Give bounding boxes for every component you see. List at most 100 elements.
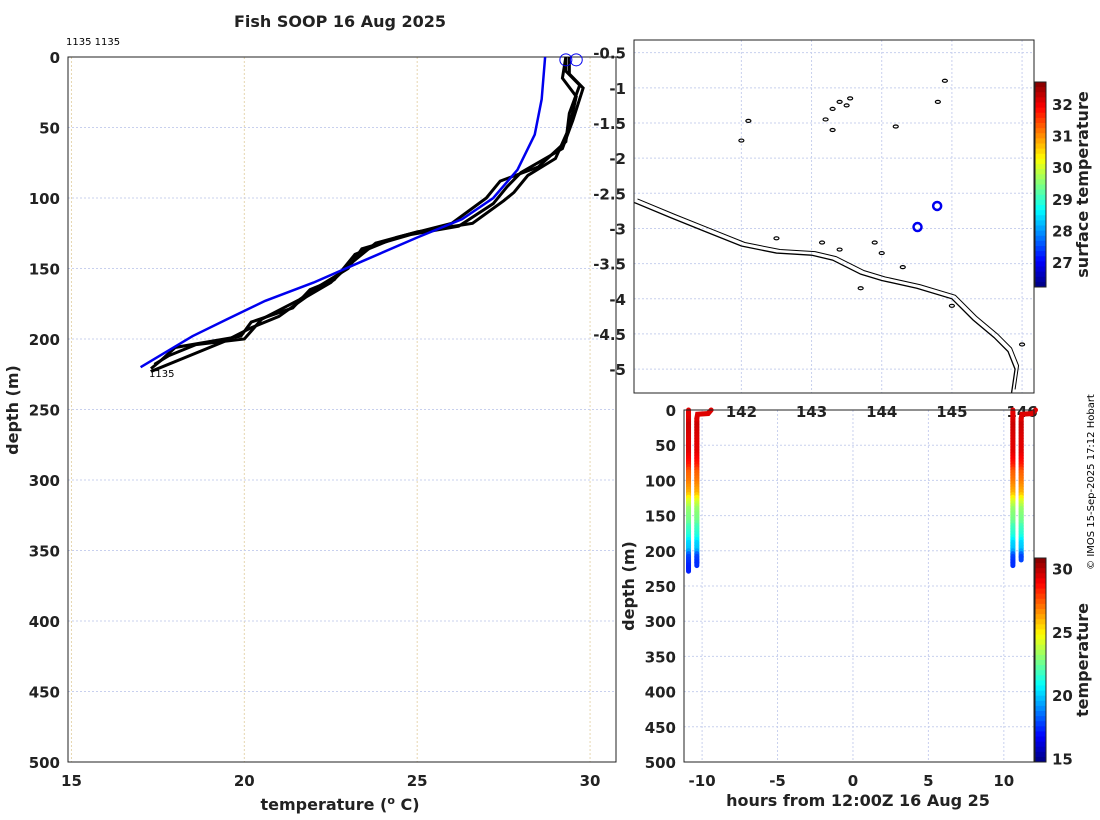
y-tick-label: 450 — [645, 719, 676, 737]
colorbar-segment — [1035, 230, 1046, 237]
colorbar-segment — [1035, 711, 1046, 717]
colorbar-segment — [1035, 189, 1046, 196]
colorbar-segment — [1035, 665, 1046, 671]
island — [773, 236, 780, 241]
colorbar-tick-label: 27 — [1052, 254, 1073, 272]
y-tick-label: 500 — [645, 754, 676, 772]
colorbar-label: temperature — [1073, 603, 1092, 717]
colorbar-segment — [1035, 256, 1046, 262]
island — [857, 286, 864, 291]
x-tick-label: 25 — [407, 772, 428, 790]
island — [738, 138, 745, 143]
x-tick-label: 20 — [234, 772, 255, 790]
colorbar-frame — [1034, 557, 1047, 763]
colorbar-segment — [1035, 654, 1046, 661]
y-tick-label: 250 — [645, 578, 676, 596]
colorbar-segment — [1035, 123, 1046, 129]
corner-label: 1135 1135 — [66, 37, 120, 48]
colorbar-tick-label: 20 — [1052, 687, 1073, 705]
colorbar-segment — [1035, 112, 1046, 119]
y-tick-label: 200 — [29, 331, 60, 349]
surface-marker — [569, 53, 583, 67]
island — [878, 250, 885, 256]
y-tick-label: 0 — [666, 402, 676, 420]
y-tick-label: 350 — [29, 543, 60, 561]
colorbar-segment — [1035, 246, 1046, 252]
island — [843, 103, 850, 108]
y-tick-label: -0.5 — [593, 45, 626, 63]
coastline-inner — [637, 198, 1020, 390]
colorbar-segment — [1035, 685, 1046, 692]
x-tick-label: 145 — [936, 403, 967, 421]
chart-title: Fish SOOP 16 Aug 2025 — [234, 12, 446, 31]
colorbar-segment — [1035, 568, 1046, 574]
y-tick-label: 50 — [655, 437, 676, 455]
island — [847, 96, 854, 101]
colorbar-segment — [1035, 721, 1046, 727]
colorbar-segment — [1035, 649, 1046, 656]
island — [941, 78, 948, 83]
y-tick-label: 250 — [29, 402, 60, 420]
colorbar-segment — [1035, 690, 1046, 697]
colorbar-segment — [1035, 153, 1046, 160]
island — [829, 127, 836, 133]
colorbar-segment — [1035, 271, 1046, 278]
y-tick-label: 500 — [29, 754, 60, 772]
x-tick-label: 0 — [848, 772, 858, 790]
colorbar-segment — [1035, 87, 1046, 93]
x-tick-label: 144 — [866, 403, 897, 421]
map-frame — [633, 39, 1035, 394]
colorbar-segment — [1035, 629, 1046, 635]
y-axis-label: depth (m) — [619, 541, 638, 631]
colorbar-segment — [1035, 746, 1046, 753]
colorbar-segment — [1035, 716, 1046, 722]
colorbar-segment — [1035, 639, 1046, 646]
copyright-credit: © IMOS 15-Sep-2025 17:12 Hobart — [1086, 394, 1097, 570]
plot-frame — [683, 409, 1035, 763]
x-axis-label: hours from 12:00Z 16 Aug 25 — [726, 791, 990, 810]
y-tick-label: -5 — [609, 361, 626, 379]
y-axis-label: depth (m) — [3, 365, 22, 455]
plot-frame — [67, 56, 617, 763]
colorbar-segment — [1035, 670, 1046, 676]
x-axis-label-part: C) — [395, 795, 420, 814]
colorbar-segment — [1035, 593, 1046, 600]
colorbar-tick-label: 32 — [1052, 96, 1073, 114]
y-tick-label: 300 — [645, 613, 676, 631]
y-tick-label: 150 — [645, 508, 676, 526]
colorbar-segment — [1035, 210, 1046, 216]
y-tick-label: 200 — [645, 543, 676, 561]
colorbar-segment — [1035, 634, 1046, 641]
colorbar-segment — [1035, 609, 1046, 615]
colorbar-segment — [1035, 751, 1046, 758]
x-axis-label-part: temperature ( — [260, 795, 387, 814]
island — [1018, 342, 1026, 347]
island — [745, 118, 752, 123]
colorbar-segment — [1035, 240, 1046, 247]
y-tick-label: -3 — [609, 220, 626, 238]
island — [871, 240, 878, 245]
x-tick-label: 142 — [726, 403, 757, 421]
y-tick-label: -3.5 — [593, 256, 626, 274]
colorbar-segment — [1035, 573, 1046, 579]
colorbar-segment — [1035, 82, 1046, 88]
x-axis-label-part: o — [387, 794, 395, 807]
y-tick-label: 100 — [29, 190, 60, 208]
colorbar-segment — [1035, 97, 1046, 103]
colorbar-segment — [1035, 726, 1046, 732]
colorbar-label: surface temperature — [1073, 91, 1092, 278]
colorbar-segment — [1035, 133, 1046, 139]
colorbar-segment — [1035, 731, 1046, 737]
colorbar-segment — [1035, 700, 1046, 707]
colorbar-segment — [1035, 179, 1046, 185]
colorbar-tick-label: 28 — [1052, 222, 1073, 240]
x-tick-label: 10 — [993, 772, 1014, 790]
cast-surface-hook — [694, 407, 714, 421]
island — [836, 99, 843, 104]
colorbar-segment — [1035, 199, 1046, 206]
y-tick-label: 450 — [29, 684, 60, 702]
colorbar-tick-label: 31 — [1052, 128, 1073, 146]
colorbar-segment — [1035, 266, 1046, 273]
y-tick-label: -4 — [609, 291, 626, 309]
